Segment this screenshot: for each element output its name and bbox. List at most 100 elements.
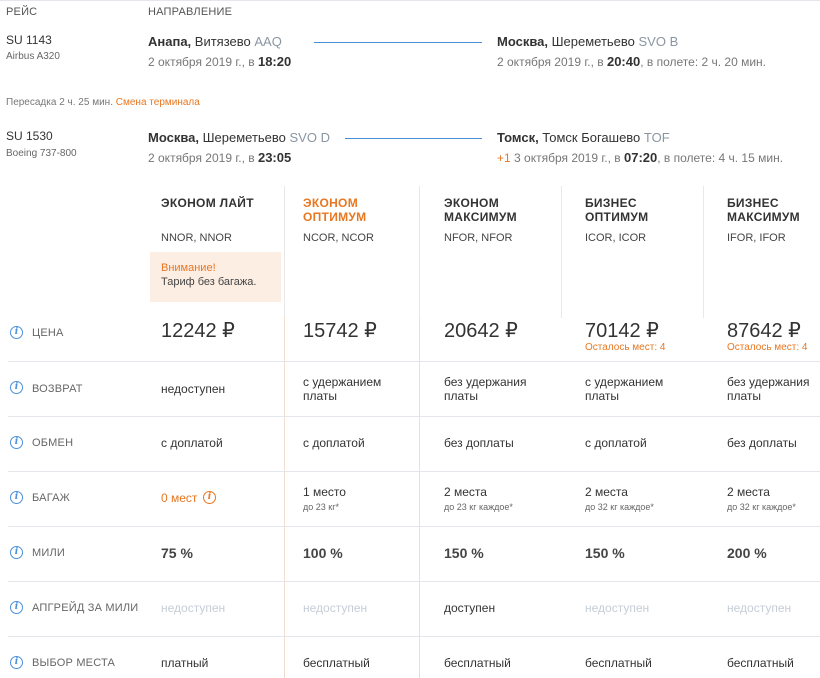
- refund-value-cont: платы: [727, 389, 762, 403]
- notice-title: Внимание!: [161, 262, 216, 274]
- upgrade-value: недоступен: [585, 601, 650, 615]
- departure-datetime: 2 октября 2019 г., в 18:20: [148, 54, 291, 69]
- aircraft-type: Boeing 737-800: [6, 148, 77, 159]
- miles-value: 150 %: [585, 545, 625, 561]
- baggage-value: 2 места: [727, 485, 770, 499]
- exchange-value: с доплатой: [161, 436, 223, 450]
- column-separator: [284, 186, 285, 318]
- departure-time: 23:05: [257, 150, 292, 165]
- info-icon[interactable]: i: [10, 491, 23, 504]
- row-label-upgrade: АПГРЕЙД ЗА МИЛИ: [32, 602, 139, 614]
- row-divider: [8, 526, 820, 527]
- upgrade-value: недоступен: [161, 601, 226, 615]
- no-baggage-notice: Внимание! Тариф без багажа.: [150, 252, 281, 302]
- miles-value: 200 %: [727, 545, 767, 561]
- arrival-time: 07:20: [623, 150, 658, 165]
- column-separator: [703, 186, 704, 318]
- price-value: 12242 ₽: [161, 320, 235, 342]
- transfer-info: Пересадка 2 ч. 25 мин. Смена терминала: [6, 97, 200, 108]
- arrival-datetime: +1 3 октября 2019 г., в 07:20, в полете:…: [497, 150, 783, 165]
- miles-value: 100 %: [303, 545, 343, 561]
- departure-code: AAQ: [254, 34, 282, 49]
- baggage-weight: до 23 кг*: [303, 502, 339, 512]
- departure-time: 18:20: [257, 54, 292, 69]
- top-border: [0, 0, 820, 1]
- departure-airport: Шереметьево: [199, 130, 290, 145]
- terminal-change-warning: Смена терминала: [115, 97, 200, 108]
- seat-choice-value: платный: [161, 656, 209, 670]
- tariff-name-business-optimum[interactable]: БИЗНЕС ОПТИМУМ: [585, 196, 649, 224]
- departure-airport: Витязево: [191, 34, 255, 49]
- row-divider: [8, 636, 820, 637]
- refund-value-cont: платы: [444, 389, 479, 403]
- info-icon[interactable]: i: [10, 546, 23, 559]
- arrival-code: SVO B: [638, 34, 679, 49]
- departure-city-name: Москва,: [148, 130, 199, 145]
- info-icon[interactable]: i: [10, 601, 23, 614]
- seat-choice-value: бесплатный: [303, 656, 370, 670]
- tariff-name-econom-optimum[interactable]: ЭКОНОМ ОПТИМУМ: [303, 196, 367, 224]
- tariff-codes: ICOR, ICOR: [585, 232, 647, 244]
- price-value: 20642 ₽: [444, 320, 518, 342]
- miles-value: 75 %: [161, 545, 193, 561]
- info-icon[interactable]: i: [10, 656, 23, 669]
- row-label-exchange: ОБМЕН: [32, 437, 74, 449]
- refund-value: недоступен: [161, 382, 226, 396]
- flight-column-header: РЕЙС: [6, 6, 38, 18]
- refund-value: без удержания: [444, 375, 527, 389]
- refund-value: с удержанием: [303, 375, 382, 389]
- row-label-refund: ВОЗВРАТ: [32, 383, 83, 395]
- arrival-code: TOF: [643, 130, 670, 145]
- refund-value-cont: платы: [303, 389, 338, 403]
- column-separator: [419, 186, 420, 318]
- seat-choice-value: бесплатный: [585, 656, 652, 670]
- row-label-miles: МИЛИ: [32, 547, 65, 559]
- seat-choice-value: бесплатный: [727, 656, 794, 670]
- miles-value: 150 %: [444, 545, 484, 561]
- tariff-name-econom-lite[interactable]: ЭКОНОМ ЛАЙТ: [161, 196, 254, 210]
- baggage-value: 2 места: [585, 485, 628, 499]
- row-label-price: ЦЕНА: [32, 327, 64, 339]
- departure-city: Москва, Шереметьево SVO D: [148, 130, 330, 145]
- info-icon[interactable]: i: [10, 381, 23, 394]
- flight-number: SU 1530: [6, 129, 53, 143]
- exchange-value: без доплаты: [727, 436, 797, 450]
- tariff-name-business-maximum[interactable]: БИЗНЕС МАКСИМУМ: [727, 196, 800, 224]
- baggage-value: 2 места: [444, 485, 487, 499]
- arrival-city-name: Томск,: [497, 130, 539, 145]
- departure-city-name: Анапа,: [148, 34, 192, 49]
- row-divider: [8, 361, 820, 362]
- refund-value: с удержанием: [585, 375, 664, 389]
- baggage-weight: до 32 кг каждое*: [585, 502, 654, 512]
- row-divider: [8, 471, 820, 472]
- price-value: 87642 ₽: [727, 320, 801, 342]
- refund-value-cont: платы: [585, 389, 620, 403]
- flight-duration: , в полете: 2 ч. 20 мин.: [640, 55, 767, 69]
- arrival-city-name: Москва,: [497, 34, 548, 49]
- upgrade-value: доступен: [444, 601, 496, 615]
- row-label-baggage: БАГАЖ: [32, 492, 71, 504]
- baggage-value: 1 место: [303, 485, 346, 499]
- aircraft-type: Airbus A320: [6, 51, 60, 62]
- tariff-codes: IFOR, IFOR: [727, 232, 786, 244]
- baggage-weight: до 32 кг каждое*: [727, 502, 796, 512]
- next-day-indicator: +1: [497, 151, 511, 165]
- arrival-date: 2 октября 2019 г., в: [497, 55, 607, 69]
- baggage-weight: до 23 кг каждое*: [444, 502, 513, 512]
- tariff-codes: NNOR, NNOR: [161, 232, 232, 244]
- price-value: 70142 ₽: [585, 320, 659, 342]
- tariff-name-econom-maximum[interactable]: ЭКОНОМ МАКСИМУМ: [444, 196, 517, 224]
- row-label-seat-choice: ВЫБОР МЕСТА: [32, 657, 116, 669]
- arrival-airport: Томск Богашево: [538, 130, 644, 145]
- tariff-codes: NFOR, NFOR: [444, 232, 513, 244]
- arrival-time: 20:40: [606, 54, 641, 69]
- seats-left: Осталось мест: 4: [585, 342, 666, 353]
- info-icon[interactable]: i: [203, 491, 216, 504]
- info-icon[interactable]: i: [10, 436, 23, 449]
- price-value: 15742 ₽: [303, 320, 377, 342]
- info-icon[interactable]: i: [10, 326, 23, 339]
- departure-date: 2 октября 2019 г., в: [148, 151, 258, 165]
- exchange-value: без доплаты: [444, 436, 514, 450]
- refund-value: без удержания: [727, 375, 810, 389]
- direction-column-header: НАПРАВЛЕНИЕ: [148, 6, 233, 18]
